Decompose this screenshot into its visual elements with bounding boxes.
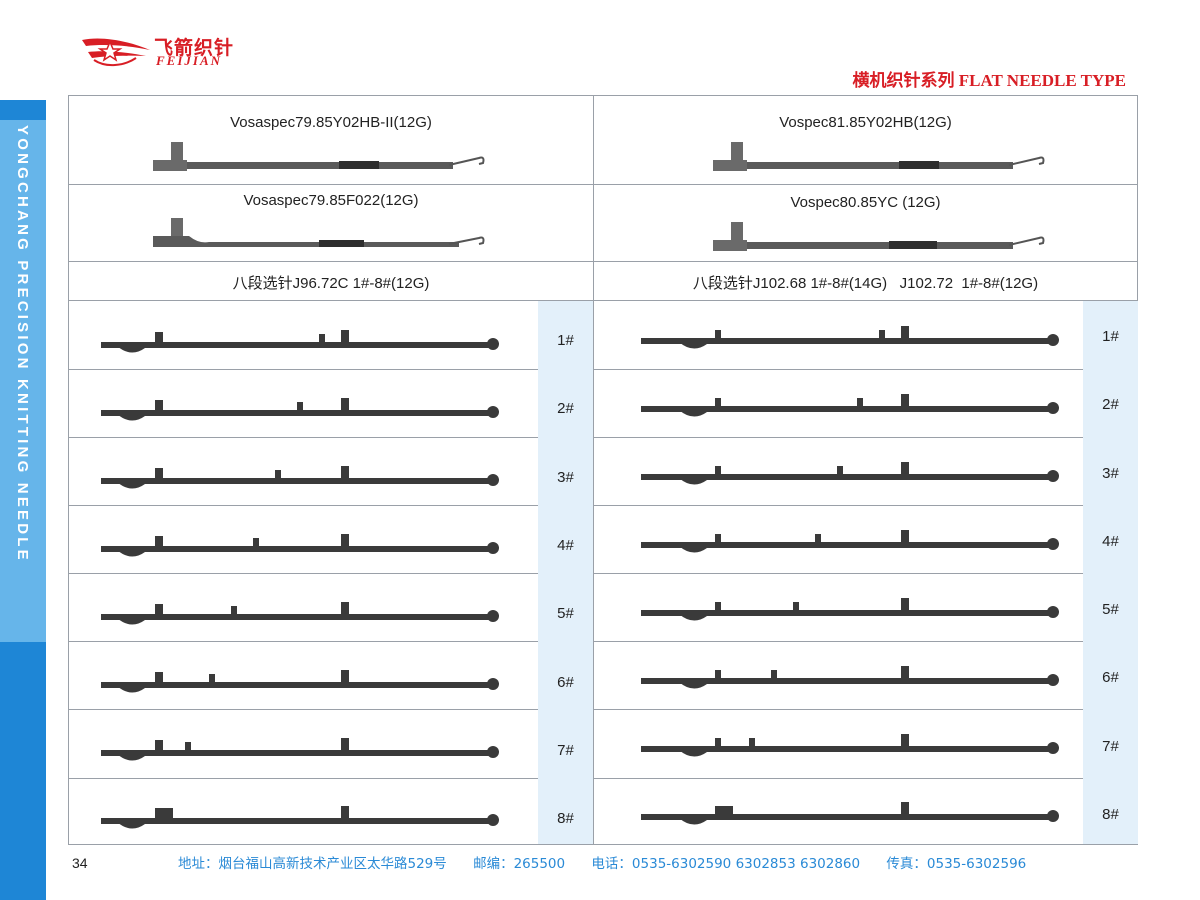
selector-needle-image: [101, 534, 499, 557]
selector-number: 8#: [557, 810, 574, 827]
footer-postcode: 邮编：265500: [473, 856, 566, 872]
series-title: 横机织针系列 FLAT NEEDLE TYPE: [852, 71, 1126, 90]
selector-needle-image: [101, 806, 499, 829]
selector-number: 7#: [557, 742, 574, 759]
column-divider: [593, 96, 594, 844]
selector-needle-image: [641, 802, 1059, 825]
selector-needle-image: [641, 462, 1059, 485]
model-label: Vospec81.85Y02HB(12G): [779, 114, 952, 131]
grid-line: [69, 437, 1137, 438]
selector-needle-image: [101, 738, 499, 761]
selector-number: 3#: [557, 469, 574, 486]
needle-image: [153, 218, 485, 247]
needle-image: [153, 142, 485, 171]
page-number: 34: [72, 855, 88, 871]
model-label: Vosaspec79.85Y02HB-II(12G): [230, 114, 432, 131]
model-label: Vospec80.85YC (12G): [790, 194, 941, 211]
brand-name-cn: 飞箭织针: [154, 37, 235, 59]
selector-number: 4#: [1102, 533, 1119, 550]
needle-image: [713, 142, 1045, 171]
grid-line: [69, 261, 1137, 262]
needle-image: [713, 222, 1045, 251]
grid-line: [69, 778, 1137, 779]
selector-number: 6#: [1102, 669, 1119, 686]
catalog-table: Vosaspec79.85Y02HB-II(12G) Vospec81.85Y0…: [68, 95, 1138, 845]
selector-number: 2#: [557, 400, 574, 417]
selector-number: 5#: [557, 605, 574, 622]
selector-number: 2#: [1102, 396, 1119, 413]
selector-needle-image: [101, 466, 499, 489]
selector-needle-image: [641, 734, 1059, 757]
selector-number: 7#: [1102, 738, 1119, 755]
selector-number: 1#: [557, 332, 574, 349]
selector-header-right: 八段选针J102.68 1#-8#(14G) J102.72 1#-8#(12G…: [692, 275, 1039, 292]
side-band: YONGCHANG PRECISION KNITTING NEEDLE: [0, 0, 46, 900]
side-band-light: [0, 120, 46, 642]
grid-line: [69, 505, 1137, 506]
brand-name-en: FEIJIAN: [156, 53, 223, 68]
right-number-column: [1083, 301, 1138, 844]
selector-needle-image: [641, 326, 1059, 349]
grid-line: [69, 573, 1137, 574]
selector-needle-image: [101, 670, 499, 693]
arrow-star-icon: [82, 38, 150, 66]
selector-number: 1#: [1102, 328, 1119, 345]
selector-needle-image: [641, 530, 1059, 553]
side-band-bottom: [0, 642, 46, 900]
footer-address: 地址：烟台福山高新技术产业区太华路529号: [178, 856, 447, 872]
selector-number: 5#: [1102, 601, 1119, 618]
footer-fax: 传真：0535-6302596: [886, 856, 1027, 872]
side-band-top: [0, 100, 46, 120]
selector-needle-image: [101, 602, 499, 625]
selector-needle-image: [641, 394, 1059, 417]
selector-needle-image: [101, 398, 499, 421]
left-number-column: [538, 301, 593, 844]
selector-needle-image: [641, 666, 1059, 689]
contact-footer: 地址：烟台福山高新技术产业区太华路529号 邮编：265500 电话：0535-…: [178, 852, 1048, 872]
selector-header-left: 八段选针J96.72C 1#-8#(12G): [232, 275, 430, 292]
selector-needle-image: [641, 598, 1059, 621]
footer-phone: 电话：0535-6302590 6302853 6302860: [591, 856, 861, 872]
grid-line: [69, 641, 1137, 642]
selector-number: 3#: [1102, 465, 1119, 482]
model-label: Vosaspec79.85F022(12G): [243, 192, 419, 209]
grid-line: [69, 709, 1137, 710]
selector-needle-image: [101, 330, 499, 353]
selector-number: 8#: [1102, 806, 1119, 823]
grid-line: [69, 184, 1137, 185]
side-band-text: YONGCHANG PRECISION KNITTING NEEDLE: [14, 125, 31, 563]
grid-line: [69, 369, 1137, 370]
grid-line: [69, 300, 1137, 301]
selector-number: 4#: [557, 537, 574, 554]
selector-number: 6#: [557, 674, 574, 691]
brand-logo: 飞箭织针 FEIJIAN: [80, 30, 260, 70]
